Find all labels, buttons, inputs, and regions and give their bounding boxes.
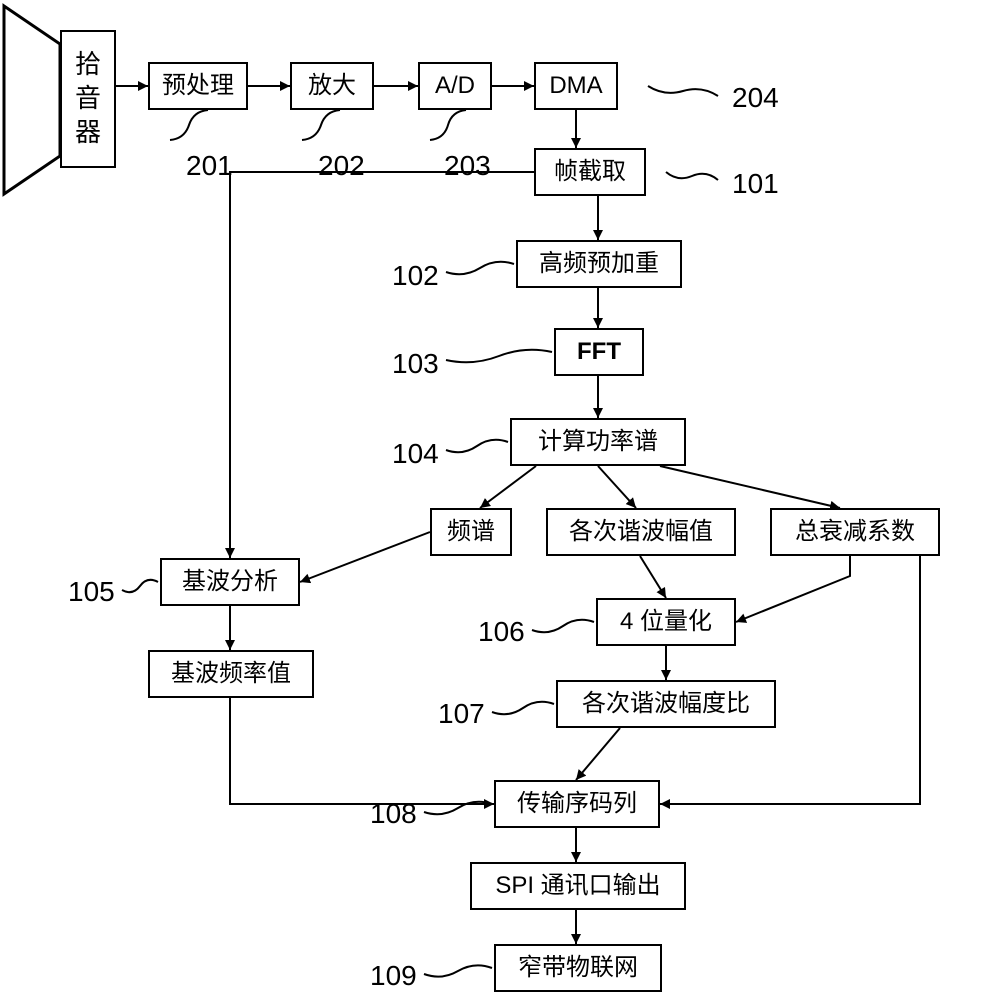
arrow-spectrum-fund	[300, 532, 430, 582]
node-fund: 基波分析	[160, 558, 300, 606]
arrow-harmamp-quant	[640, 556, 666, 598]
leader-101	[666, 172, 718, 180]
node-power-label: 计算功率谱	[538, 428, 658, 457]
leader-102	[446, 262, 514, 274]
ref-label-104: 104	[392, 438, 439, 470]
speaker-outline	[4, 6, 60, 194]
leader-201	[170, 110, 208, 140]
node-spi-label: SPI 通讯口输出	[495, 872, 660, 901]
node-ad-label: A/D	[435, 72, 475, 101]
leader-202	[302, 110, 340, 140]
node-nbiot: 窄带物联网	[494, 944, 662, 992]
leader-106	[532, 620, 594, 632]
node-harmamp: 各次谐波幅值	[546, 508, 736, 556]
leader-107	[492, 702, 554, 714]
node-harmratio-label: 各次谐波幅度比	[582, 690, 750, 719]
node-preproc-label: 预处理	[162, 72, 234, 101]
ref-label-203: 203	[444, 150, 491, 182]
node-quant: 4 位量化	[596, 598, 736, 646]
node-quant-label: 4 位量化	[620, 608, 712, 637]
arrow-frame-fund	[230, 172, 534, 558]
node-amp-label: 放大	[308, 72, 356, 101]
leader-108	[424, 802, 492, 814]
ref-label-108: 108	[370, 798, 417, 830]
leader-105	[122, 580, 158, 592]
node-spectrum: 频谱	[430, 508, 512, 556]
node-preemph-label: 高频预加重	[539, 250, 659, 279]
arrow-power-atten	[660, 466, 840, 508]
ref-label-204: 204	[732, 82, 779, 114]
node-fundval: 基波频率值	[148, 650, 314, 698]
ref-label-102: 102	[392, 260, 439, 292]
node-fund-label: 基波分析	[182, 568, 278, 597]
leader-204	[648, 86, 718, 96]
ref-label-103: 103	[392, 348, 439, 380]
ref-label-106: 106	[478, 616, 525, 648]
node-harmratio: 各次谐波幅度比	[556, 680, 776, 728]
ref-label-105: 105	[68, 576, 115, 608]
ref-label-101: 101	[732, 168, 779, 200]
arrow-power-spectrum	[480, 466, 536, 508]
arrow-harmratio-seq	[576, 728, 620, 780]
node-pickup: 拾音器	[60, 30, 116, 168]
node-preproc: 预处理	[148, 62, 248, 110]
leader-103	[446, 350, 552, 362]
node-power: 计算功率谱	[510, 418, 686, 466]
node-nbiot-label: 窄带物联网	[518, 954, 638, 983]
node-harmamp-label: 各次谐波幅值	[569, 518, 713, 547]
leader-109	[424, 965, 492, 976]
leader-203	[430, 110, 466, 140]
ref-label-202: 202	[318, 150, 365, 182]
node-spi: SPI 通讯口输出	[470, 862, 686, 910]
ref-label-107: 107	[438, 698, 485, 730]
node-spectrum-label: 频谱	[447, 518, 495, 547]
node-preemph: 高频预加重	[516, 240, 682, 288]
node-atten: 总衰减系数	[770, 508, 940, 556]
node-frame-label: 帧截取	[554, 158, 626, 187]
node-atten-label: 总衰减系数	[795, 518, 915, 547]
node-fft: FFT	[554, 328, 644, 376]
diagram-canvas	[0, 0, 986, 1000]
node-fft-label: FFT	[577, 338, 621, 367]
node-seq-label: 传输序码列	[517, 790, 637, 819]
node-ad: A/D	[418, 62, 492, 110]
arrow-power-harmamp	[598, 466, 636, 508]
node-frame: 帧截取	[534, 148, 646, 196]
node-amp: 放大	[290, 62, 374, 110]
node-fundval-label: 基波频率值	[171, 660, 291, 689]
leader-104	[446, 440, 508, 452]
node-dma-label: DMA	[549, 72, 602, 101]
node-pickup-label: 拾音器	[75, 48, 101, 149]
node-seq: 传输序码列	[494, 780, 660, 828]
ref-label-201: 201	[186, 150, 233, 182]
ref-label-109: 109	[370, 960, 417, 992]
node-dma: DMA	[534, 62, 618, 110]
arrow-atten-quant	[736, 556, 850, 622]
